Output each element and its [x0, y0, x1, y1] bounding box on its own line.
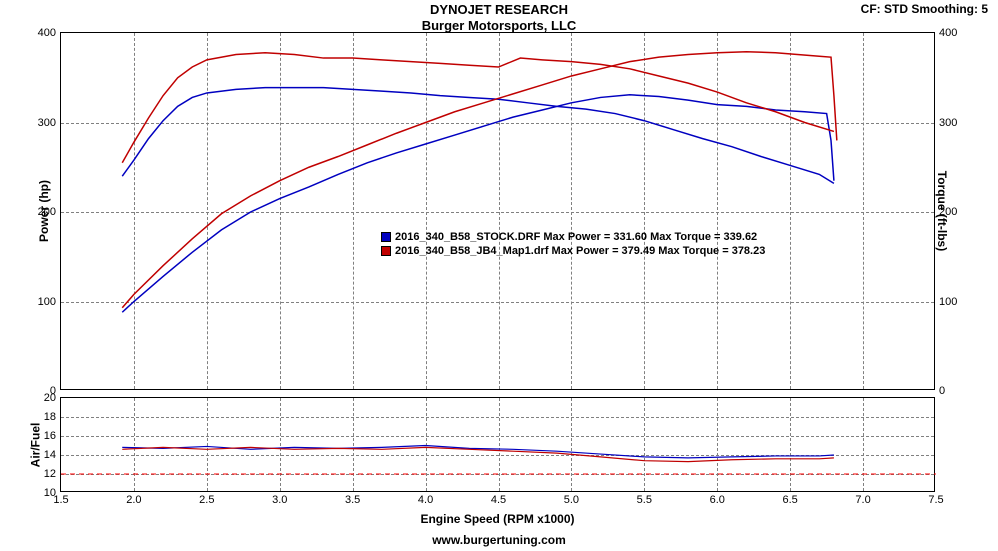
footer-url: www.burgertuning.com: [432, 533, 566, 547]
y-tick-left: 400: [38, 27, 56, 39]
y-tick-left: 200: [38, 206, 56, 218]
legend-marker: [381, 232, 391, 242]
y-tick-left: 12: [44, 468, 56, 480]
main-power-torque-chart: Power (hp) Torque (ft-lbs) 0010010020020…: [60, 32, 935, 390]
chart-svg: [61, 398, 936, 493]
series-jb4_torque: [122, 53, 834, 163]
series-stock_torque: [122, 88, 834, 184]
x-tick: 4.0: [418, 494, 433, 506]
x-tick: 7.0: [855, 494, 870, 506]
cf-smoothing-label: CF: STD Smoothing: 5: [861, 2, 988, 16]
chart-svg: [61, 33, 936, 391]
y-tick-right: 0: [939, 385, 945, 397]
y-tick-left: 300: [38, 117, 56, 129]
x-tick: 2.0: [126, 494, 141, 506]
legend-item: 2016_340_B58_JB4_Map1.drf Max Power = 37…: [381, 245, 765, 257]
y-tick-left: 100: [38, 296, 56, 308]
series-stock_af: [122, 446, 834, 458]
x-axis-label: Engine Speed (RPM x1000): [420, 512, 574, 526]
y-axis-label-airfuel: Air/Fuel: [28, 422, 42, 467]
y-tick-left: 20: [44, 392, 56, 404]
y-tick-right: 200: [939, 206, 957, 218]
y-tick-right: 100: [939, 296, 957, 308]
y-tick-left: 18: [44, 411, 56, 423]
air-fuel-chart: Air/Fuel Engine Speed (RPM x1000) 101214…: [60, 397, 935, 492]
x-tick: 3.5: [345, 494, 360, 506]
chart-container: Power (hp) Torque (ft-lbs) 0010010020020…: [60, 32, 935, 492]
y-tick-right: 400: [939, 27, 957, 39]
x-tick: 2.5: [199, 494, 214, 506]
x-tick: 3.0: [272, 494, 287, 506]
series-stock_power: [122, 95, 834, 312]
x-tick: 6.0: [710, 494, 725, 506]
legend-marker: [381, 246, 391, 256]
x-tick: 1.5: [53, 494, 68, 506]
header-subtitle: Burger Motorsports, LLC: [0, 18, 998, 34]
y-tick-right: 300: [939, 117, 957, 129]
y-tick-left: 16: [44, 430, 56, 442]
x-tick: 5.0: [564, 494, 579, 506]
series-jb4_af: [122, 447, 834, 461]
x-tick: 7.5: [928, 494, 943, 506]
x-tick: 5.5: [637, 494, 652, 506]
x-tick: 4.5: [491, 494, 506, 506]
header-title: DYNOJET RESEARCH: [0, 2, 998, 18]
x-tick: 6.5: [783, 494, 798, 506]
legend-item: 2016_340_B58_STOCK.DRF Max Power = 331.6…: [381, 231, 757, 243]
y-tick-left: 14: [44, 449, 56, 461]
